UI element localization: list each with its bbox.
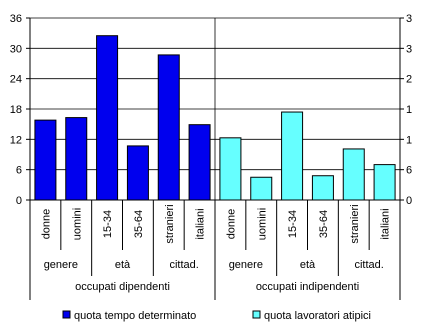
group-label: età: [115, 259, 131, 271]
bar: [34, 119, 57, 201]
right-y-tick-label: 3: [406, 43, 412, 55]
bar: [311, 175, 334, 201]
bar: [96, 35, 119, 201]
axes-layer: [26, 17, 404, 300]
right-y-tick-label: 6: [406, 165, 412, 177]
legend-layer: quota tempo determinato quota lavoratori …: [62, 310, 371, 322]
supergroup-label: occupati dipendenti: [75, 281, 170, 293]
category-label: donne: [40, 209, 52, 240]
y-tick-label: 18: [10, 104, 22, 116]
bar: [373, 164, 396, 201]
group-label: cittad.: [169, 259, 198, 271]
bar: [281, 111, 304, 201]
group-label: genere: [229, 259, 263, 271]
right-y-tick-label: 3: [406, 13, 412, 25]
category-label: stranieri: [349, 204, 361, 243]
right-y-tick-label: 1: [406, 134, 412, 146]
y-tick-label: 24: [10, 74, 22, 86]
bar: [219, 137, 242, 201]
category-label: uomini: [256, 208, 268, 240]
legend-label: quota lavoratori atipici: [264, 310, 371, 322]
y-tick-label: 0: [16, 195, 22, 207]
y-tick-label: 36: [10, 13, 22, 25]
category-label: donne: [225, 209, 237, 240]
legend-swatch: [252, 310, 261, 319]
bar: [188, 124, 211, 201]
category-label: 15-34: [287, 210, 299, 238]
category-label: 15-34: [102, 210, 114, 238]
supergroup-label: occupati indipendenti: [256, 281, 359, 293]
y-tick-label: 12: [10, 134, 22, 146]
right-y-tick-label: 2: [406, 74, 412, 86]
group-label: genere: [44, 259, 78, 271]
legend-label: quota tempo determinato: [74, 310, 196, 322]
bar: [65, 117, 88, 201]
y-tick-label: 6: [16, 165, 22, 177]
category-label: italiani: [380, 208, 392, 239]
bar: [126, 145, 149, 201]
y-tick-label: 30: [10, 43, 22, 55]
category-label: uomini: [71, 208, 83, 240]
bar: [157, 54, 180, 201]
bars-layer: [34, 35, 396, 201]
bar: [342, 148, 365, 201]
right-y-tick-label: 0: [406, 195, 412, 207]
category-label: 35-64: [318, 210, 330, 238]
bar: [250, 176, 273, 201]
legend-swatch: [62, 310, 71, 319]
category-label: stranieri: [164, 204, 176, 243]
right-y-tick-label: 1: [406, 104, 412, 116]
group-label: cittad.: [354, 259, 383, 271]
group-label: età: [300, 259, 316, 271]
category-label: 35-64: [133, 210, 145, 238]
category-label: italiani: [195, 208, 207, 239]
